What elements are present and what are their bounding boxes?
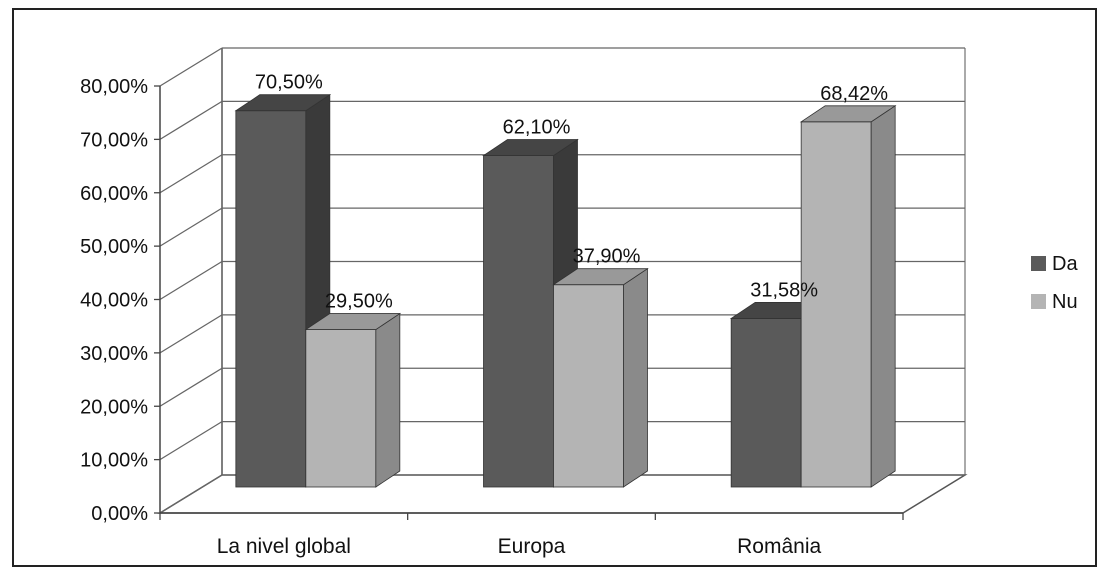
y-tick-label: 0,00% [91, 503, 148, 525]
legend-swatch-nu [1031, 294, 1046, 309]
data-label: 62,10% [503, 117, 571, 139]
y-tick-label: 70,00% [80, 129, 148, 151]
category-label: La nivel global [217, 535, 351, 558]
data-label: 68,42% [820, 83, 888, 105]
data-label: 31,58% [750, 279, 818, 301]
bar-da-top [482, 139, 579, 156]
bar-da-front [730, 318, 802, 488]
data-label: 29,50% [325, 291, 393, 313]
legend-label-da: Da [1052, 253, 1078, 275]
bar-nu-front [553, 284, 624, 488]
y-tick-label: 80,00% [80, 76, 148, 98]
gridline-side [159, 421, 223, 461]
data-label: 37,90% [573, 246, 641, 268]
y-tick-label: 40,00% [80, 290, 148, 312]
bar-da-front [483, 155, 554, 488]
bar-nu-top [552, 268, 649, 286]
gridline-side [159, 474, 223, 514]
y-tick-label: 20,00% [80, 396, 148, 418]
y-tick-labels: 0,00% 10,00% 20,00% 30,00% 40,00% 50,00% 60,00… [80, 76, 148, 525]
axes [154, 85, 904, 520]
data-label: 70,50% [255, 72, 323, 94]
category-label: România [737, 535, 821, 558]
bar-da-top [234, 94, 332, 112]
bar-nu-side [623, 267, 648, 488]
y-tick-label: 30,00% [80, 343, 148, 365]
legend-label-nu: Nu [1052, 291, 1078, 313]
legend: Da Nu [1031, 253, 1078, 313]
bar-da-front [235, 110, 307, 488]
bar-nu-side [375, 312, 401, 488]
y-tick-label: 50,00% [80, 236, 148, 258]
y-tick-label: 60,00% [80, 183, 148, 205]
bar-nu-top [304, 313, 402, 330]
bar-nu-front [800, 121, 872, 488]
data-labels: 70,50% 29,50% 62,10% 37,90% 31,58% 68,42% [255, 72, 888, 313]
bar-nu-front [305, 329, 377, 488]
gridline-side [159, 100, 223, 140]
category-labels: La nivel global Europa România [217, 535, 822, 558]
bar-nu-top [799, 105, 897, 123]
gridline-side [159, 260, 223, 301]
legend-swatch-da [1031, 256, 1046, 271]
bars [234, 93, 897, 488]
gridline-side [159, 207, 223, 247]
gridline-side [159, 47, 223, 87]
gridline-side [159, 154, 223, 194]
y-tick-label: 10,00% [80, 450, 148, 472]
bar-nu-side [870, 105, 896, 488]
category-label: Europa [498, 535, 566, 558]
gridline-side [159, 367, 223, 407]
gridline-side [159, 314, 223, 354]
